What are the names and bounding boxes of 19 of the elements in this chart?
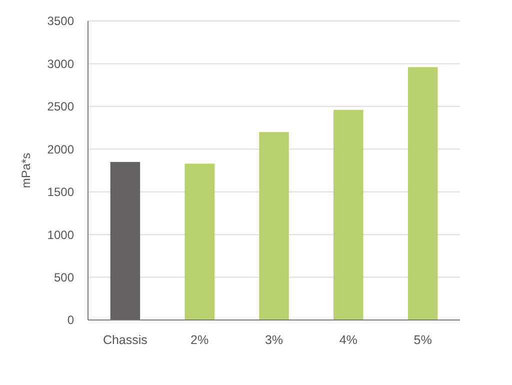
x-tick-label: Chassis	[102, 333, 148, 347]
y-tick-label: 3500	[47, 14, 74, 28]
y-tick-label: 2500	[47, 100, 74, 114]
y-tick-label: 1500	[47, 185, 74, 200]
x-tick-label: 2%	[190, 333, 209, 347]
bar	[110, 162, 140, 320]
y-tick-label: 2000	[47, 142, 74, 156]
bar	[184, 164, 214, 320]
x-tick-label: 5%	[414, 333, 432, 347]
y-tick-label: 0	[67, 313, 74, 328]
y-tick-label: 500	[54, 270, 74, 284]
x-tick-label: 3%	[264, 333, 284, 347]
bar	[408, 67, 438, 320]
bar	[259, 132, 289, 320]
x-tick-label: 4%	[339, 333, 358, 347]
y-axis-title: mPa*s	[19, 152, 33, 188]
bar	[334, 110, 364, 320]
y-tick-label: 3000	[47, 56, 74, 71]
y-tick-label: 1000	[47, 228, 74, 242]
